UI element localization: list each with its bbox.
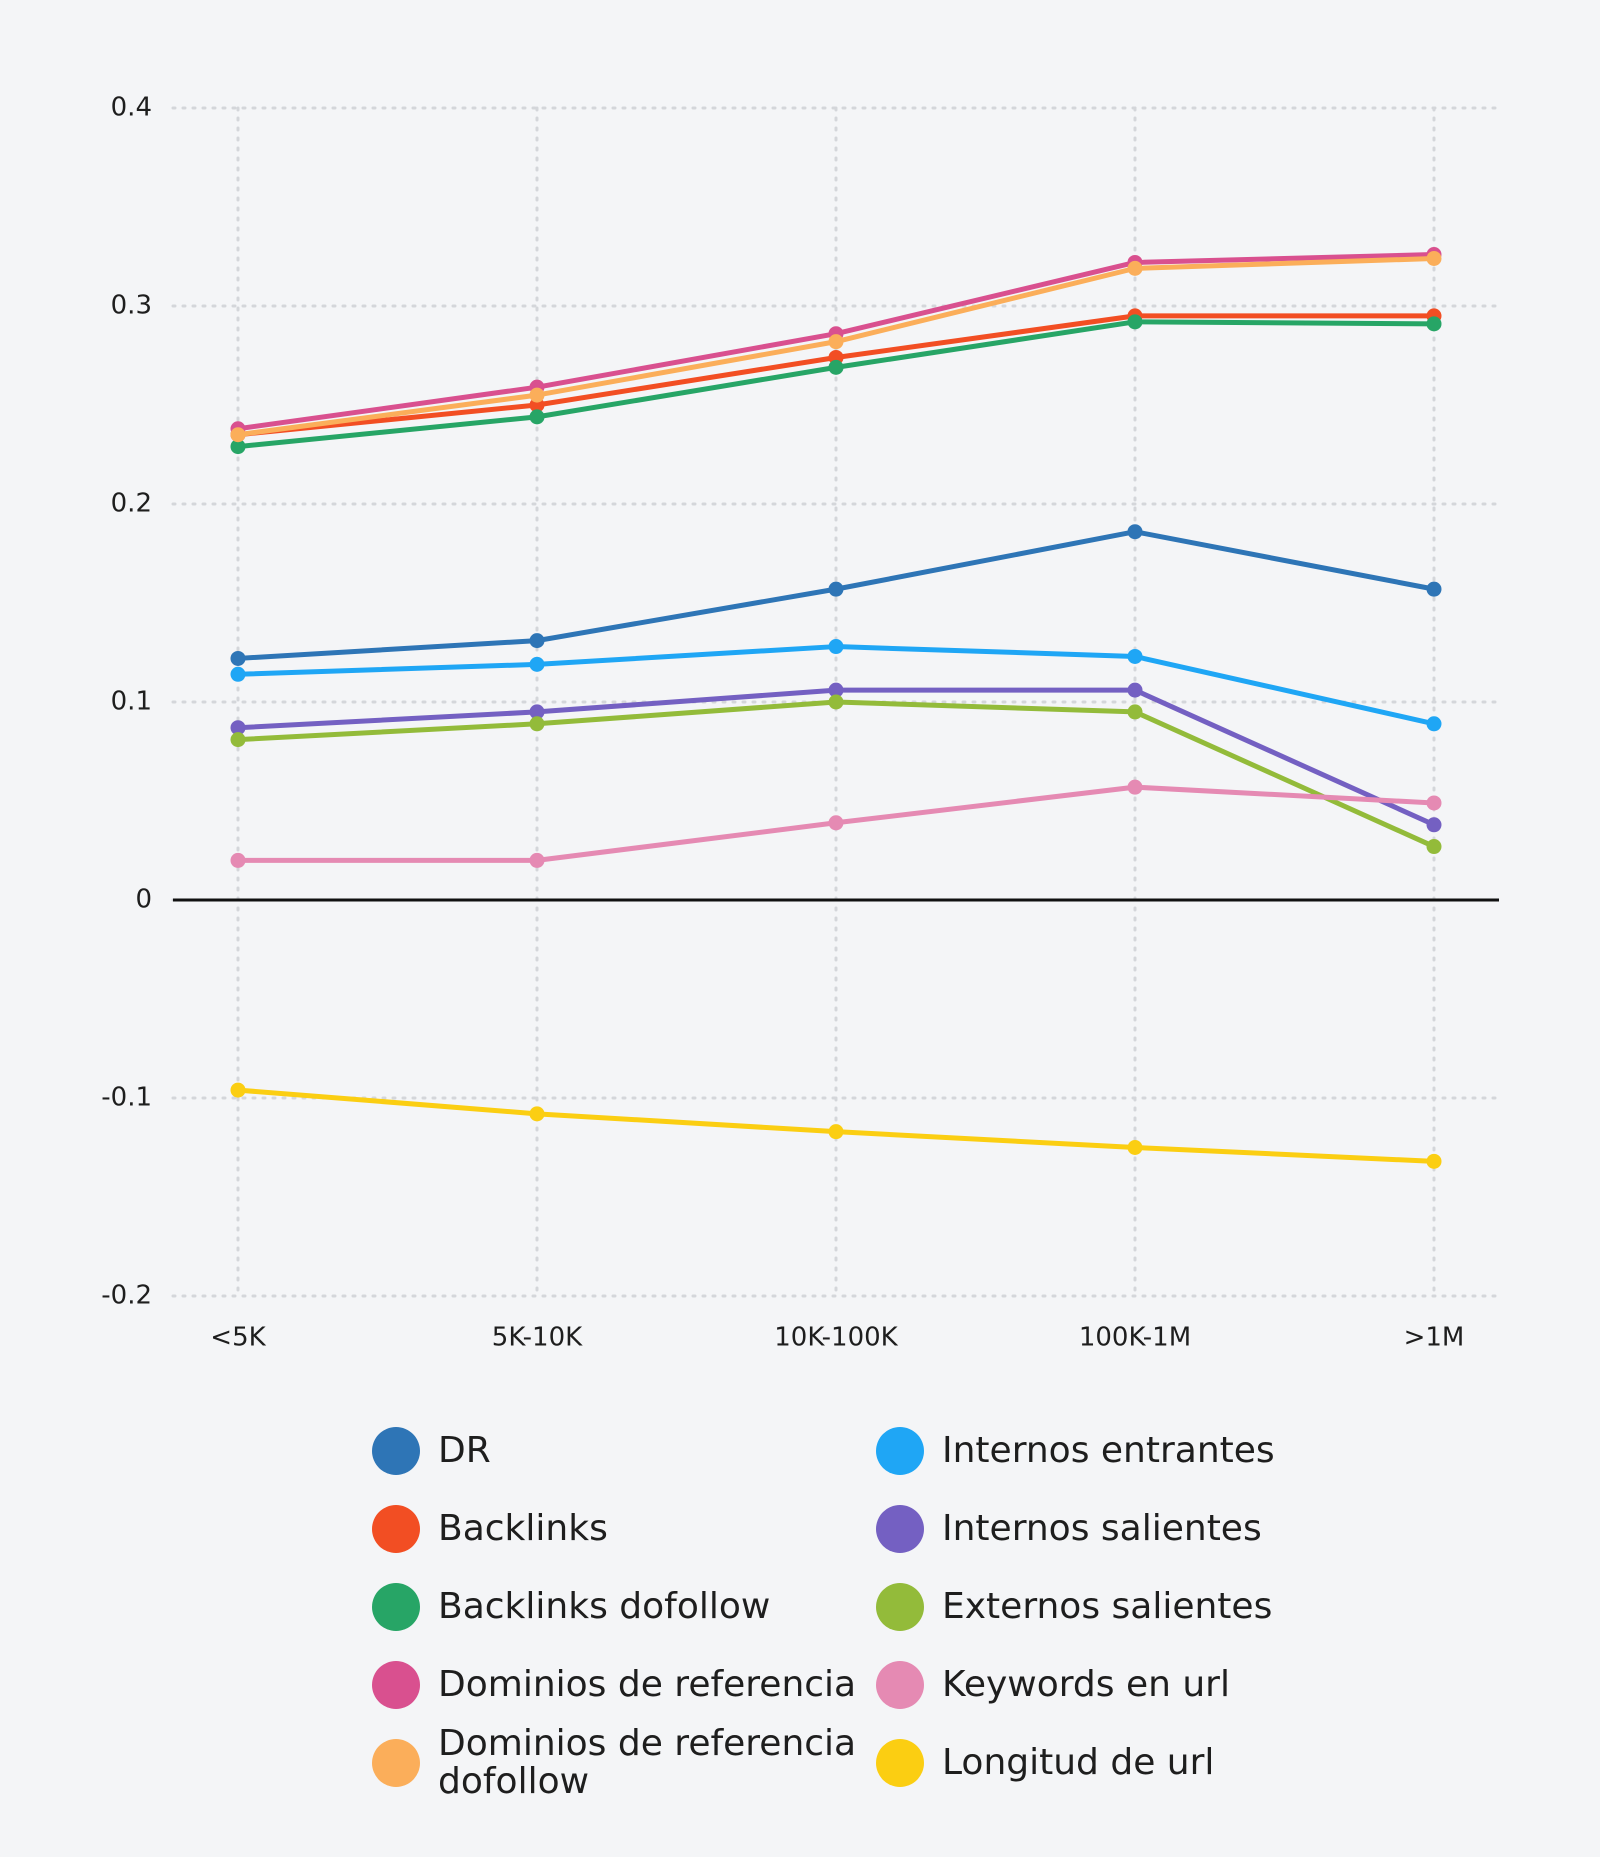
chart: -0.2 -0.1 0 0.1 0.2 0.3 0.4 <5K 5K-10K 10K-100K 10… bbox=[101, 93, 1501, 1353]
data-point bbox=[1127, 779, 1143, 795]
legend-swatch bbox=[876, 1427, 924, 1475]
legend-swatch bbox=[876, 1661, 924, 1709]
data-point bbox=[1426, 581, 1442, 597]
data-point bbox=[828, 694, 844, 710]
legend-item: DR bbox=[372, 1412, 876, 1490]
legend-swatch bbox=[876, 1739, 924, 1787]
data-point bbox=[230, 1082, 246, 1098]
y-tick-label: 0.2 bbox=[111, 489, 152, 519]
legend-item: Backlinks dofollow bbox=[372, 1568, 876, 1646]
data-point bbox=[529, 852, 545, 868]
y-tick-label: 0.1 bbox=[111, 687, 152, 717]
legend-label: Internos salientes bbox=[942, 1508, 1262, 1549]
data-point bbox=[1426, 839, 1442, 855]
data-point bbox=[828, 1124, 844, 1140]
legend-item: Externos salientes bbox=[876, 1568, 1356, 1646]
data-point bbox=[230, 666, 246, 682]
legend-label: DR bbox=[438, 1430, 491, 1471]
y-tick-label: -0.2 bbox=[101, 1281, 152, 1311]
legend: DR Backlinks Backlinks dofollow Dominios de… bbox=[372, 1412, 1356, 1802]
x-tick-label: 5K-10K bbox=[492, 1323, 583, 1353]
data-point bbox=[230, 720, 246, 736]
data-point bbox=[828, 682, 844, 698]
y-tick-label: 0.4 bbox=[111, 93, 152, 123]
legend-swatch bbox=[876, 1505, 924, 1553]
legend-swatch bbox=[372, 1661, 420, 1709]
data-point bbox=[1426, 250, 1442, 266]
legend-swatch bbox=[372, 1583, 420, 1631]
x-tick-label: 100K-1M bbox=[1079, 1323, 1191, 1353]
legend-item: Backlinks bbox=[372, 1490, 876, 1568]
y-tick-label: -0.1 bbox=[101, 1083, 152, 1113]
data-point bbox=[1426, 716, 1442, 732]
data-point bbox=[1127, 704, 1143, 720]
legend-item: Dominios de referencia dofollow bbox=[372, 1724, 876, 1802]
data-point bbox=[529, 1106, 545, 1122]
legend-item: Internos entrantes bbox=[876, 1412, 1356, 1490]
data-point bbox=[1127, 314, 1143, 330]
data-point bbox=[1127, 682, 1143, 698]
legend-swatch bbox=[876, 1583, 924, 1631]
data-point bbox=[230, 439, 246, 455]
legend-item: Internos salientes bbox=[876, 1490, 1356, 1568]
data-point bbox=[1426, 1153, 1442, 1169]
data-point bbox=[529, 409, 545, 425]
legend-swatch bbox=[372, 1739, 420, 1787]
legend-item: Longitud de url bbox=[876, 1724, 1356, 1802]
data-point bbox=[828, 815, 844, 831]
legend-item: Keywords en url bbox=[876, 1646, 1356, 1724]
data-point bbox=[529, 633, 545, 649]
data-point bbox=[1127, 648, 1143, 664]
legend-label: Backlinks dofollow bbox=[438, 1586, 771, 1627]
y-tick-label: 0 bbox=[135, 885, 152, 915]
legend-label: Externos salientes bbox=[942, 1586, 1273, 1627]
data-point bbox=[1127, 260, 1143, 276]
x-tick-label: >1M bbox=[1404, 1323, 1465, 1353]
data-point bbox=[1127, 524, 1143, 540]
data-point bbox=[529, 387, 545, 403]
legend-swatch bbox=[372, 1505, 420, 1553]
data-point bbox=[1426, 817, 1442, 833]
x-tick-label: <5K bbox=[210, 1323, 266, 1353]
x-tick-label: 10K-100K bbox=[774, 1323, 898, 1353]
data-point bbox=[230, 427, 246, 443]
data-point bbox=[828, 581, 844, 597]
legend-label: Backlinks bbox=[438, 1508, 608, 1549]
data-point bbox=[230, 732, 246, 748]
data-point bbox=[828, 334, 844, 350]
data-point bbox=[529, 704, 545, 720]
data-point bbox=[529, 656, 545, 672]
legend-label: Dominios de referencia dofollow bbox=[438, 1723, 857, 1802]
data-point bbox=[230, 852, 246, 868]
legend-label: Internos entrantes bbox=[942, 1430, 1275, 1471]
data-point bbox=[1127, 1140, 1143, 1155]
data-point bbox=[828, 639, 844, 655]
data-point bbox=[828, 359, 844, 375]
legend-label: Longitud de url bbox=[942, 1742, 1215, 1783]
legend-label: Dominios de referencia bbox=[438, 1664, 857, 1705]
y-tick-label: 0.3 bbox=[111, 291, 152, 321]
data-point bbox=[1426, 316, 1442, 332]
data-point bbox=[529, 716, 545, 732]
legend-label: Keywords en url bbox=[942, 1664, 1230, 1705]
legend-swatch bbox=[372, 1427, 420, 1475]
data-point bbox=[230, 650, 246, 666]
legend-item: Dominios de referencia bbox=[372, 1646, 876, 1724]
data-point bbox=[1426, 795, 1442, 811]
